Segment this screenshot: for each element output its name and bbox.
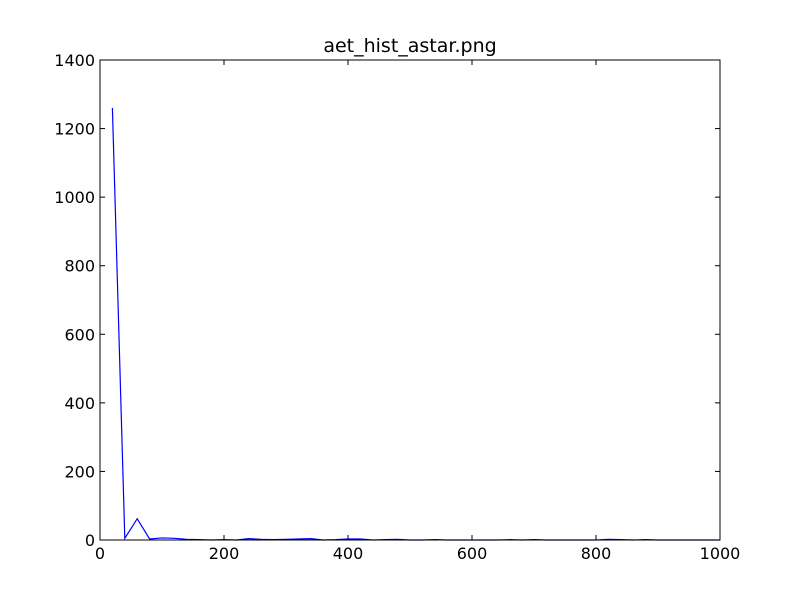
y-tick-label: 600	[64, 325, 95, 344]
y-tick-label: 1200	[54, 120, 95, 139]
x-tick-label: 800	[581, 544, 612, 563]
y-tick-label: 400	[64, 394, 95, 413]
x-tick-label: 600	[457, 544, 488, 563]
x-tick-label: 0	[95, 544, 105, 563]
ticks-layer: 0 200 400 600 800 1000 0 200 400 600 800 1000 1200 14…	[54, 51, 740, 563]
series-line	[111, 107, 720, 541]
y-tick-label: 1000	[54, 188, 95, 207]
x-tick-label: 1000	[700, 544, 741, 563]
plot-frame	[99, 59, 721, 541]
y-tick-label: 800	[64, 257, 95, 276]
x-tick-label: 200	[209, 544, 240, 563]
y-tick-label: 1400	[54, 51, 95, 70]
y-tick-label: 0	[85, 531, 95, 550]
y-tick-label: 200	[64, 462, 95, 481]
x-tick-label: 400	[333, 544, 364, 563]
chart-title: aet_hist_astar.png	[323, 35, 496, 57]
series-layer	[111, 107, 720, 541]
